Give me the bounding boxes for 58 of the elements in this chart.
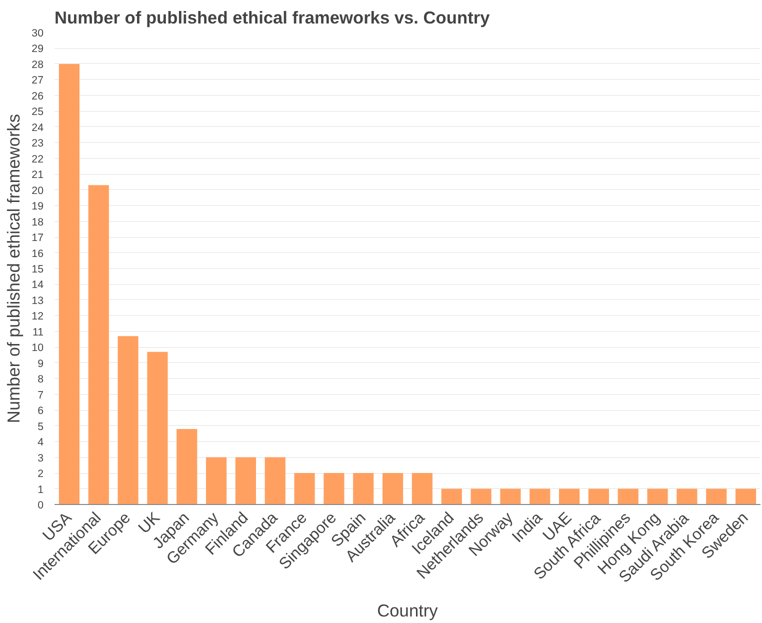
y-tick-label: 8 <box>38 374 44 386</box>
y-tick-label: 22 <box>32 153 44 166</box>
y-tick-label: 14 <box>32 279 44 292</box>
y-tick-label: 17 <box>32 232 44 244</box>
y-tick-label: 21 <box>32 169 44 182</box>
y-tick-label: 20 <box>32 184 44 197</box>
bar <box>118 336 138 504</box>
y-tick-label: 2 <box>38 468 44 480</box>
bar <box>176 428 198 504</box>
y-tick-label: 27 <box>32 74 44 87</box>
bar <box>58 64 80 504</box>
y-tick-label: 19 <box>32 200 44 213</box>
bar <box>558 488 580 504</box>
y-tick-label: 7 <box>38 389 44 402</box>
y-tick-label: 30 <box>32 28 44 40</box>
y-tick-label: 9 <box>38 358 44 370</box>
bar <box>441 488 462 504</box>
y-tick-label: 24 <box>32 122 44 134</box>
x-axis-title: Country <box>377 600 438 620</box>
bar <box>264 457 286 504</box>
y-tick-label: 3 <box>38 452 44 464</box>
bar <box>735 488 756 504</box>
y-tick-label: 15 <box>32 264 44 276</box>
y-tick-label: 16 <box>32 248 44 260</box>
bar <box>676 488 698 504</box>
bar <box>647 488 668 504</box>
y-tick-label: 25 <box>32 106 44 118</box>
bar <box>206 457 227 504</box>
bar <box>706 488 727 504</box>
bar <box>412 473 433 504</box>
y-tick-label: 1 <box>38 484 44 496</box>
chart-title: Number of published ethical frameworks vs. Country <box>54 8 490 28</box>
bar <box>470 488 492 504</box>
y-tick-label: 18 <box>32 216 44 228</box>
bar <box>500 488 521 504</box>
y-tick-label: 11 <box>32 326 44 338</box>
bar <box>353 473 374 504</box>
y-tick-label: 5 <box>38 420 44 433</box>
bar <box>294 473 315 504</box>
y-tick-label: 0 <box>38 500 44 512</box>
y-tick-label: 4 <box>38 436 44 449</box>
y-tick-label: 26 <box>32 90 44 102</box>
bar <box>88 185 109 504</box>
y-axis-title: Number of published ethical frameworks <box>4 114 24 424</box>
bar <box>147 352 168 504</box>
bar <box>588 488 610 504</box>
bar <box>324 473 344 504</box>
bar <box>618 488 638 504</box>
y-tick-label: 13 <box>32 294 44 307</box>
bar <box>530 488 550 504</box>
y-tick-label: 10 <box>32 342 44 354</box>
y-tick-label: 23 <box>32 138 44 150</box>
bar <box>382 473 404 504</box>
y-tick-label: 29 <box>32 43 44 56</box>
y-tick-label: 12 <box>32 310 44 323</box>
bar <box>235 457 256 504</box>
y-tick-label: 28 <box>32 58 44 71</box>
y-tick-label: 6 <box>38 405 44 418</box>
